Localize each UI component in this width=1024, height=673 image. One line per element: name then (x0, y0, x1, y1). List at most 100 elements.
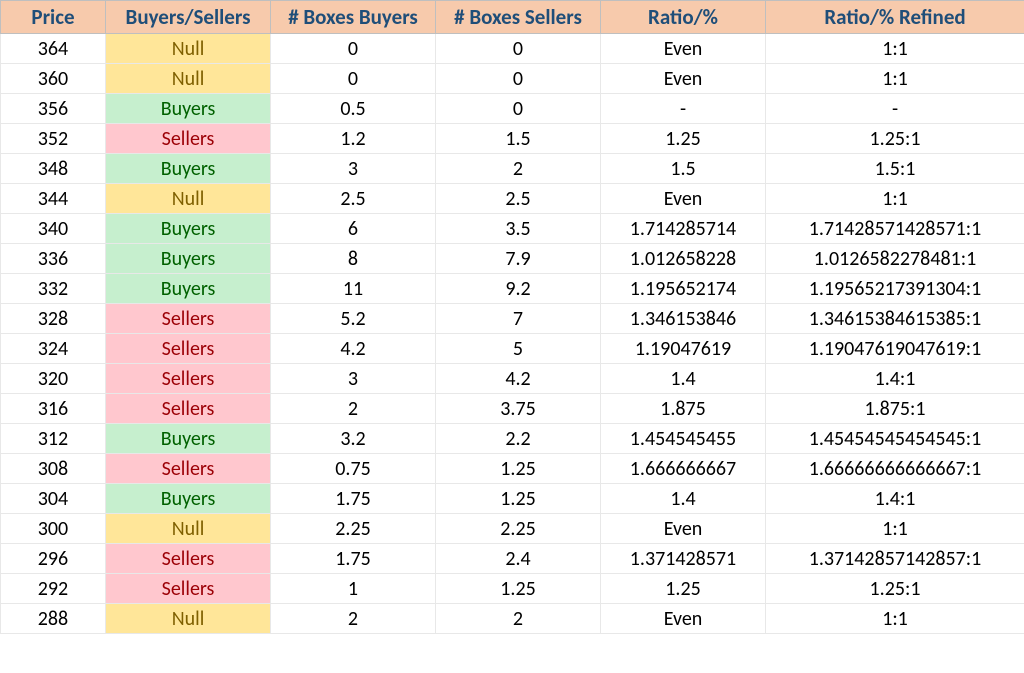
col-header-ratio-refined: Ratio/% Refined (766, 1, 1024, 34)
cell-boxesBuyers: 8 (271, 244, 436, 274)
cell-price: 328 (1, 304, 106, 334)
col-header-ratio: Ratio/% (601, 1, 766, 34)
cell-bs: Sellers (106, 574, 271, 604)
data-table: Price Buyers/Sellers # Boxes Buyers # Bo… (0, 0, 1024, 634)
cell-price: 324 (1, 334, 106, 364)
cell-bs: Buyers (106, 424, 271, 454)
cell-ratioRefined: 1.19565217391304:1 (766, 274, 1024, 304)
cell-boxesBuyers: 0 (271, 64, 436, 94)
cell-boxesSellers: 1.5 (436, 124, 601, 154)
cell-price: 320 (1, 364, 106, 394)
cell-boxesBuyers: 3 (271, 364, 436, 394)
cell-price: 356 (1, 94, 106, 124)
cell-bs: Sellers (106, 364, 271, 394)
cell-bs: Sellers (106, 304, 271, 334)
cell-ratioRefined: 1.66666666666667:1 (766, 454, 1024, 484)
col-header-buyers-sellers: Buyers/Sellers (106, 1, 271, 34)
table-row: 356Buyers0.50-- (1, 94, 1024, 124)
cell-ratioRefined: 1:1 (766, 184, 1024, 214)
table-row: 360Null00Even1:1 (1, 64, 1024, 94)
cell-boxesBuyers: 2 (271, 604, 436, 634)
cell-ratio: 1.371428571 (601, 544, 766, 574)
cell-ratioRefined: 1.71428571428571:1 (766, 214, 1024, 244)
cell-boxesSellers: 5 (436, 334, 601, 364)
table-row: 332Buyers119.21.1956521741.1956521739130… (1, 274, 1024, 304)
cell-ratioRefined: 1.19047619047619:1 (766, 334, 1024, 364)
cell-boxesBuyers: 1.75 (271, 484, 436, 514)
table-row: 348Buyers321.51.5:1 (1, 154, 1024, 184)
cell-ratioRefined: 1.25:1 (766, 574, 1024, 604)
cell-boxesBuyers: 1.2 (271, 124, 436, 154)
cell-ratio: Even (601, 64, 766, 94)
cell-price: 296 (1, 544, 106, 574)
cell-price: 308 (1, 454, 106, 484)
table-row: 328Sellers5.271.3461538461.3461538461538… (1, 304, 1024, 334)
cell-boxesSellers: 0 (436, 64, 601, 94)
cell-boxesBuyers: 4.2 (271, 334, 436, 364)
cell-ratioRefined: 1.0126582278481:1 (766, 244, 1024, 274)
cell-ratio: Even (601, 604, 766, 634)
cell-boxesBuyers: 3 (271, 154, 436, 184)
cell-ratio: 1.4 (601, 484, 766, 514)
cell-bs: Null (106, 184, 271, 214)
cell-ratio: 1.195652174 (601, 274, 766, 304)
cell-bs: Buyers (106, 274, 271, 304)
cell-ratio: 1.012658228 (601, 244, 766, 274)
cell-ratioRefined: 1.4:1 (766, 484, 1024, 514)
cell-ratio: 1.5 (601, 154, 766, 184)
cell-boxesSellers: 0 (436, 94, 601, 124)
cell-price: 304 (1, 484, 106, 514)
cell-ratio: 1.25 (601, 124, 766, 154)
cell-boxesSellers: 3.5 (436, 214, 601, 244)
cell-ratio: 1.454545455 (601, 424, 766, 454)
cell-boxesBuyers: 0 (271, 34, 436, 64)
cell-ratio: 1.4 (601, 364, 766, 394)
cell-price: 360 (1, 64, 106, 94)
cell-bs: Sellers (106, 334, 271, 364)
cell-bs: Null (106, 34, 271, 64)
cell-boxesBuyers: 6 (271, 214, 436, 244)
col-header-price: Price (1, 1, 106, 34)
table-row: 300Null2.252.25Even1:1 (1, 514, 1024, 544)
table-row: 296Sellers1.752.41.3714285711.3714285714… (1, 544, 1024, 574)
cell-bs: Buyers (106, 214, 271, 244)
cell-boxesSellers: 1.25 (436, 454, 601, 484)
cell-ratioRefined: 1.25:1 (766, 124, 1024, 154)
cell-bs: Sellers (106, 454, 271, 484)
table-row: 304Buyers1.751.251.41.4:1 (1, 484, 1024, 514)
table-row: 320Sellers34.21.41.4:1 (1, 364, 1024, 394)
cell-boxesSellers: 4.2 (436, 364, 601, 394)
cell-ratioRefined: - (766, 94, 1024, 124)
cell-price: 336 (1, 244, 106, 274)
cell-boxesBuyers: 2.25 (271, 514, 436, 544)
table-row: 344Null2.52.5Even1:1 (1, 184, 1024, 214)
table-row: 308Sellers0.751.251.6666666671.666666666… (1, 454, 1024, 484)
cell-ratioRefined: 1:1 (766, 514, 1024, 544)
col-header-boxes-buyers: # Boxes Buyers (271, 1, 436, 34)
cell-bs: Null (106, 514, 271, 544)
cell-ratio: Even (601, 184, 766, 214)
cell-bs: Sellers (106, 544, 271, 574)
table-row: 352Sellers1.21.51.251.25:1 (1, 124, 1024, 154)
cell-ratio: 1.346153846 (601, 304, 766, 334)
cell-price: 364 (1, 34, 106, 64)
cell-price: 292 (1, 574, 106, 604)
cell-ratio: 1.25 (601, 574, 766, 604)
cell-ratio: 1.714285714 (601, 214, 766, 244)
cell-bs: Null (106, 604, 271, 634)
cell-price: 288 (1, 604, 106, 634)
cell-price: 316 (1, 394, 106, 424)
cell-boxesSellers: 2.4 (436, 544, 601, 574)
table-row: 316Sellers23.751.8751.875:1 (1, 394, 1024, 424)
cell-ratio: Even (601, 34, 766, 64)
cell-price: 300 (1, 514, 106, 544)
cell-ratioRefined: 1.45454545454545:1 (766, 424, 1024, 454)
cell-ratio: Even (601, 514, 766, 544)
cell-ratioRefined: 1.5:1 (766, 154, 1024, 184)
cell-price: 340 (1, 214, 106, 244)
cell-price: 352 (1, 124, 106, 154)
cell-bs: Buyers (106, 484, 271, 514)
table-row: 340Buyers63.51.7142857141.71428571428571… (1, 214, 1024, 244)
table-container: Price Buyers/Sellers # Boxes Buyers # Bo… (0, 0, 1024, 634)
cell-ratioRefined: 1.37142857142857:1 (766, 544, 1024, 574)
